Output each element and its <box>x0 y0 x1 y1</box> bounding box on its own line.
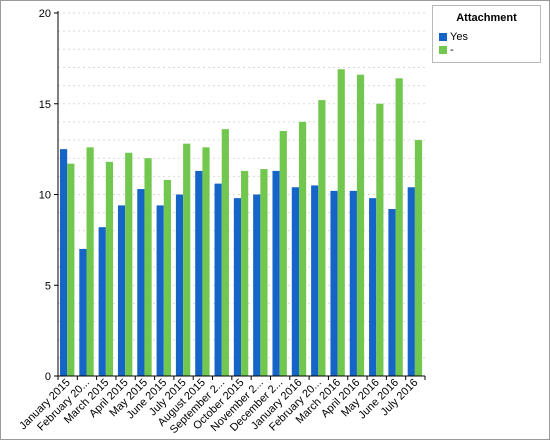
bar-dash-16[interactable] <box>376 103 384 376</box>
bar-dash-11[interactable] <box>279 130 287 376</box>
bar-dash-0[interactable] <box>67 163 75 376</box>
bar-dash-10[interactable] <box>260 169 268 376</box>
y-tick-label: 15 <box>39 99 51 111</box>
y-tick-label: 5 <box>45 280 51 292</box>
bar-yes-10[interactable] <box>253 194 261 377</box>
bar-yes-1[interactable] <box>79 248 87 376</box>
bar-dash-18[interactable] <box>414 140 423 376</box>
bar-dash-13[interactable] <box>318 100 326 377</box>
bar-yes-12[interactable] <box>291 187 299 376</box>
legend-title: Attachment <box>456 12 517 24</box>
bar-dash-1[interactable] <box>86 147 94 376</box>
bar-yes-13[interactable] <box>311 185 319 376</box>
bar-yes-16[interactable] <box>369 198 377 376</box>
legend-item-dash[interactable]: - <box>439 43 454 56</box>
legend-swatch-dash <box>439 45 447 54</box>
bar-yes-8[interactable] <box>214 183 222 376</box>
bar-dash-17[interactable] <box>395 78 403 376</box>
bar-dash-6[interactable] <box>183 143 191 376</box>
bar-yes-18[interactable] <box>407 187 415 376</box>
bar-dash-2[interactable] <box>105 161 114 376</box>
bar-yes-9[interactable] <box>233 198 242 376</box>
bar-yes-3[interactable] <box>117 205 126 376</box>
bar-dash-12[interactable] <box>298 121 307 377</box>
legend-label-yes: Yes <box>450 30 468 43</box>
bar-yes-4[interactable] <box>137 189 145 376</box>
bar-yes-2[interactable] <box>98 227 106 376</box>
y-tick-label: 0 <box>45 371 51 383</box>
axes <box>54 11 426 380</box>
legend: Attachment Yes - <box>432 5 541 63</box>
bar-yes-11[interactable] <box>272 170 280 376</box>
bar-dash-8[interactable] <box>221 129 229 376</box>
legend-item-yes[interactable]: Yes <box>439 30 468 43</box>
bar-yes-5[interactable] <box>156 205 164 376</box>
legend-swatch-yes <box>439 32 447 41</box>
bar-dash-7[interactable] <box>202 147 210 376</box>
bar-yes-17[interactable] <box>388 209 396 376</box>
bar-dash-14[interactable] <box>337 69 345 376</box>
bar-yes-14[interactable] <box>330 190 338 376</box>
bar-yes-0[interactable] <box>60 149 68 376</box>
bar-yes-15[interactable] <box>349 190 357 376</box>
bar-dash-9[interactable] <box>241 170 249 376</box>
bars <box>60 69 423 377</box>
y-tick-labels: 0 5 10 15 20 <box>39 8 51 383</box>
y-tick-label: 10 <box>39 190 51 202</box>
bar-dash-3[interactable] <box>125 152 133 376</box>
legend-label-dash: - <box>450 43 454 56</box>
bar-yes-7[interactable] <box>195 170 203 376</box>
bar-dash-4[interactable] <box>144 158 152 376</box>
bar-dash-5[interactable] <box>163 179 171 376</box>
y-tick-label: 20 <box>39 8 51 20</box>
bar-dash-15[interactable] <box>356 74 365 377</box>
bar-yes-6[interactable] <box>175 194 184 377</box>
